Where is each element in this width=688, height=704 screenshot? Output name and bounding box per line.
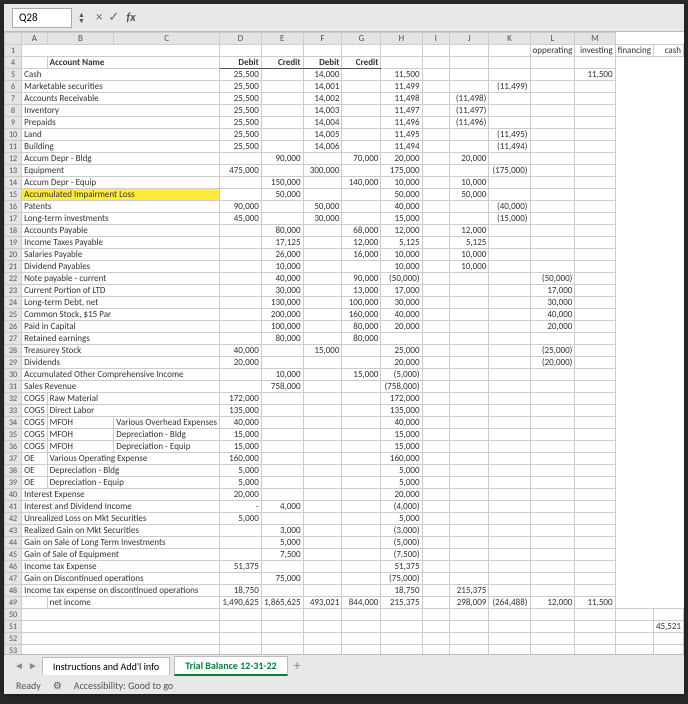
- spreadsheet-grid[interactable]: ABCDEFGHIJKLM1opperatinginvestingfinanci…: [4, 32, 684, 654]
- tab-nav-next-icon[interactable]: ►: [28, 659, 38, 672]
- accessibility-status: ⚙Accessibility: Good to go: [53, 679, 185, 692]
- spreadsheet-window: Q28 ▲▼ × ✓ fx ABCDEFGHIJKLM1opperatingin…: [4, 4, 684, 694]
- accessibility-icon: ⚙: [53, 679, 62, 692]
- sheet-tabs: ◄ ► Instructions and Add'l info Trial Ba…: [4, 655, 684, 676]
- fx-icon[interactable]: fx: [126, 11, 135, 25]
- formula-bar: Q28 ▲▼ × ✓ fx: [4, 4, 684, 32]
- status-ready: Ready: [16, 679, 41, 692]
- name-box[interactable]: Q28: [12, 8, 72, 28]
- tab-nav-prev-icon[interactable]: ◄: [14, 659, 24, 672]
- grid-area[interactable]: ABCDEFGHIJKLM1opperatinginvestingfinanci…: [4, 32, 684, 654]
- bottom-bar: ◄ ► Instructions and Add'l info Trial Ba…: [4, 654, 684, 694]
- status-bar: Ready ⚙Accessibility: Good to go: [4, 676, 684, 694]
- add-sheet-icon[interactable]: +: [294, 657, 301, 674]
- tab-trial-balance[interactable]: Trial Balance 12-31-22: [174, 656, 287, 676]
- accept-icon[interactable]: ✓: [108, 10, 119, 25]
- name-box-dropdown-icon[interactable]: ▲▼: [78, 12, 85, 24]
- cancel-icon[interactable]: ×: [96, 10, 102, 25]
- tab-instructions[interactable]: Instructions and Add'l info: [42, 657, 170, 675]
